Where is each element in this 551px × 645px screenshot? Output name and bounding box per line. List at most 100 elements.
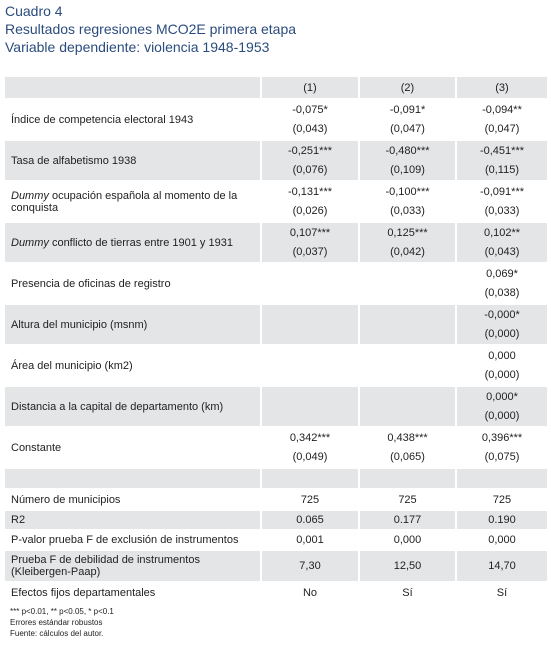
standard-error: (0,076): [292, 164, 328, 177]
estimate-cell: [358, 305, 455, 346]
row-label-span: Índice de competencia electoral 1943: [11, 113, 194, 126]
stat-label: Efectos fijos departamentales: [5, 583, 260, 605]
estimate-cell: [358, 387, 455, 428]
standard-error: (0,000): [484, 369, 520, 382]
row-label: Índice de competencia electoral 1943: [5, 100, 260, 141]
estimate-cell: -0,451*** (0,115): [455, 141, 547, 182]
column-header: (1): [260, 77, 358, 100]
coefficient: -0,131***: [287, 185, 333, 198]
estimate-cell: 0,107*** (0,037): [260, 223, 358, 264]
coefficient: 0,438***: [387, 431, 428, 444]
coefficient: -0,251***: [287, 144, 333, 157]
column-header: (3): [455, 77, 547, 100]
row-label-text: Dummy ocupación española al momento de l…: [5, 190, 260, 214]
row-label-span: Constante: [11, 441, 62, 454]
stat-value: Sí: [455, 583, 547, 605]
column-header: (2): [358, 77, 455, 100]
stat-label-text: Número de municipios: [11, 493, 121, 506]
stat-value: 0.177: [358, 511, 455, 531]
coefficient: -0,091***: [479, 185, 525, 198]
stat-label-text: Efectos fijos departamentales: [11, 587, 156, 599]
row-label-span: Presencia de oficinas de registro: [11, 277, 171, 290]
stat-value: 725: [455, 490, 547, 511]
row-label: Constante: [5, 428, 260, 469]
standard-error: (0,109): [390, 164, 425, 177]
row-label: Presencia de oficinas de registro: [5, 264, 260, 305]
standard-error: (0,115): [484, 164, 520, 177]
estimate-cell: -0,100*** (0,033): [358, 182, 455, 223]
row-label-italic: Dummy: [11, 189, 49, 202]
spacer-cell: [5, 469, 260, 490]
estimate-cell: -0,091* (0,047): [358, 100, 455, 141]
estimate-cell: 0,000 (0,000): [455, 346, 547, 387]
row-label: Tasa de alfabetismo 1938: [5, 141, 260, 182]
coefficient: 0,342***: [289, 431, 331, 444]
footnote: Errores estándar robustos: [10, 618, 103, 627]
row-label-span: Distancia a la capital de departamento (…: [11, 400, 224, 413]
stat-value: 12,50: [358, 551, 455, 583]
footnote: Fuente: cálculos del autor.: [10, 629, 104, 638]
standard-error: (0,033): [484, 205, 520, 218]
estimate-cell: 0,342*** (0,049): [260, 428, 358, 469]
estimate-cell: -0,251*** (0,076): [260, 141, 358, 182]
stat-value: 0,000: [358, 531, 455, 551]
standard-error: (0,026): [292, 205, 328, 218]
spacer-cell: [260, 469, 358, 490]
stat-label: R2: [5, 511, 260, 531]
row-label-text: Índice de competencia electoral 1943: [5, 114, 197, 126]
row-label-span: Tasa de alfabetismo 1938: [11, 154, 137, 167]
footnote: *** p<0.01, ** p<0.05, * p<0.1: [10, 607, 114, 616]
stat-value: 0,001: [260, 531, 358, 551]
row-label-text: Área del municipio (km2): [5, 360, 137, 372]
standard-error: (0,038): [484, 287, 520, 300]
standard-error: (0,000): [484, 410, 520, 423]
coefficient: -0,000*: [484, 308, 520, 321]
stat-label-text: R2: [11, 514, 26, 526]
coefficient: 0,102**: [483, 226, 521, 239]
stat-value: 0.190: [455, 511, 547, 531]
standard-error: (0,042): [390, 246, 425, 259]
stat-value: 0,000: [455, 531, 547, 551]
standard-error: (0,047): [484, 123, 520, 136]
row-label-span: ocupación española al momento de la conq…: [11, 189, 238, 214]
coefficient: 0,000: [488, 349, 516, 362]
row-label-text: Presencia de oficinas de registro: [5, 278, 175, 290]
stat-value: 725: [260, 490, 358, 511]
estimate-cell: [260, 387, 358, 428]
estimate-cell: 0,000* (0,000): [455, 387, 547, 428]
estimate-cell: 0,438*** (0,065): [358, 428, 455, 469]
row-label: Dummy ocupación española al momento de l…: [5, 182, 260, 223]
estimate-cell: 0,125*** (0,042): [358, 223, 455, 264]
row-label-span: Área del municipio (km2): [11, 359, 133, 372]
row-label: Área del municipio (km2): [5, 346, 260, 387]
standard-error: (0,049): [292, 451, 328, 464]
estimate-cell: 0,396*** (0,075): [455, 428, 547, 469]
row-label-span: conflicto de tierras entre 1901 y 1931: [48, 236, 233, 249]
coefficient: -0,075*: [292, 103, 328, 116]
row-label-text: Distancia a la capital de departamento (…: [5, 401, 227, 413]
stat-label-text: P-valor prueba F de exclusión de instrum…: [11, 534, 239, 546]
coefficient: -0,480***: [385, 144, 430, 157]
coefficient: 0,396***: [481, 431, 523, 444]
coefficient: -0,451***: [479, 144, 525, 157]
estimate-cell: 0,069* (0,038): [455, 264, 547, 305]
coefficient: -0,091*: [389, 103, 426, 116]
stat-label: P-valor prueba F de exclusión de instrum…: [5, 531, 260, 551]
header-cell: [5, 77, 260, 100]
coefficient: 0,107***: [289, 226, 331, 239]
estimate-cell: -0,075* (0,043): [260, 100, 358, 141]
row-label-italic: Dummy: [11, 236, 49, 249]
estimate-cell: -0,131*** (0,026): [260, 182, 358, 223]
spacer-cell: [358, 469, 455, 490]
estimate-cell: 0,102** (0,043): [455, 223, 547, 264]
standard-error: (0,033): [390, 205, 425, 218]
row-label-text: Constante: [5, 442, 65, 454]
estimate-cell: [358, 264, 455, 305]
title: Cuadro 4: [5, 3, 63, 19]
coefficient: 0,000*: [486, 390, 518, 403]
standard-error: (0,043): [292, 123, 328, 136]
subtitle: Resultados regresiones MCO2E primera eta…: [5, 21, 297, 37]
row-label-span: Altura del municipio (msnm): [11, 318, 148, 331]
standard-error: (0,047): [390, 123, 425, 136]
